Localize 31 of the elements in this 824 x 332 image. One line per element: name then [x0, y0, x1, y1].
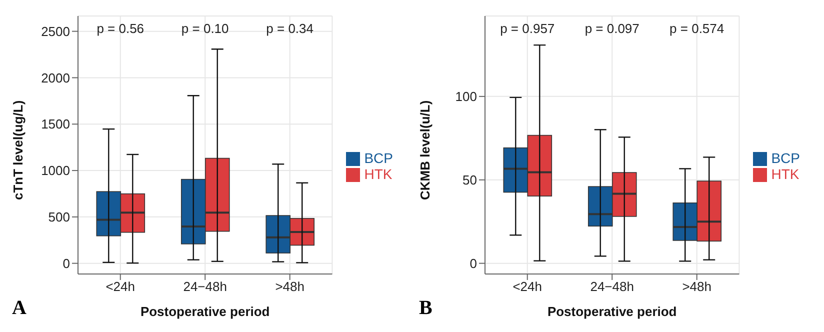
y-tick-label: 1000 — [41, 163, 70, 178]
text: A — [12, 297, 26, 320]
legend-label: BCP — [364, 150, 393, 166]
y-axis-title: cTnT level(ug/L) — [10, 100, 26, 200]
legend-label: BCP — [771, 150, 800, 166]
annotation: p = 0.097 — [584, 21, 640, 36]
x-tick-label: 24−48h — [183, 279, 227, 294]
x-tick-label: >48h — [275, 279, 304, 294]
y-tick-label: 0 — [62, 256, 70, 271]
legend-label: HTK — [364, 166, 392, 182]
y-tick-label: 50 — [462, 172, 477, 188]
y-tick-label: 2500 — [41, 24, 70, 39]
text: B — [419, 297, 432, 320]
y-tick-label: 2000 — [41, 70, 70, 86]
x-tick-label: <24h — [512, 279, 542, 294]
annotation: p = 0.574 — [670, 21, 724, 36]
y-tick-label: 0 — [470, 256, 477, 271]
legend-label: HTK — [771, 166, 800, 182]
x-tick-label: >48h — [682, 279, 712, 294]
x-axis-title: Postoperative period — [140, 304, 270, 319]
y-axis-title: CKMB level(u/L) — [418, 100, 433, 200]
y-tick-label: 1500 — [41, 116, 70, 132]
annotation: p = 0.34 — [266, 21, 314, 36]
x-tick-label: <24h — [106, 279, 136, 294]
x-axis-title: Postoperative period — [547, 304, 677, 319]
annotation: p = 0.10 — [181, 21, 229, 36]
annotation: p = 0.957 — [500, 21, 555, 36]
y-tick-label: 100 — [455, 89, 477, 104]
annotation: p = 0.56 — [96, 21, 144, 36]
y-tick-label: 500 — [48, 210, 70, 225]
x-tick-label: 24−48h — [590, 279, 634, 294]
